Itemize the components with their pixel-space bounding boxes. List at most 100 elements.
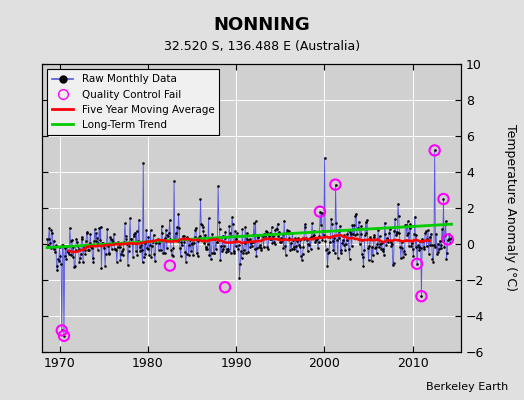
Point (234, 246, 242, 252)
Point (325, 239, 334, 245)
Point (62, 256, 70, 262)
Point (351, 231, 359, 238)
Point (223, 246, 232, 252)
Point (181, 249, 189, 255)
Point (326, 234, 335, 240)
Point (282, 230, 291, 236)
Point (204, 240, 212, 247)
Point (441, 232, 449, 238)
Point (328, 220, 336, 227)
Point (318, 210, 326, 216)
Point (50, 246, 59, 252)
Legend: Raw Monthly Data, Quality Control Fail, Five Year Moving Average, Long-Term Tren: Raw Monthly Data, Quality Control Fail, … (47, 69, 220, 135)
Point (269, 233, 277, 239)
Point (245, 236, 253, 243)
Point (363, 217, 372, 223)
Point (136, 248, 145, 254)
Point (253, 244, 261, 251)
Point (78, 236, 86, 242)
Point (154, 236, 162, 242)
Point (392, 228, 401, 235)
Point (254, 234, 263, 240)
Point (234, 242, 243, 248)
Point (287, 246, 296, 252)
Point (397, 255, 405, 262)
Point (67, 237, 75, 244)
Point (256, 242, 264, 249)
Point (417, 293, 425, 299)
Point (433, 240, 442, 247)
Point (406, 221, 414, 228)
Point (105, 250, 114, 256)
Point (287, 240, 295, 246)
Point (423, 236, 432, 243)
Point (252, 253, 260, 260)
Point (294, 235, 302, 242)
Point (443, 250, 451, 256)
Point (420, 244, 429, 251)
Point (245, 236, 254, 242)
Point (220, 242, 228, 249)
Point (320, 154, 329, 161)
Point (241, 240, 249, 246)
Point (51, 249, 59, 255)
Point (398, 244, 407, 251)
Point (221, 235, 229, 241)
Point (96, 237, 104, 244)
Point (43, 242, 52, 248)
Point (367, 236, 375, 242)
Point (422, 243, 431, 250)
Point (180, 239, 189, 245)
Point (183, 234, 191, 240)
Point (208, 231, 216, 237)
Point (243, 236, 252, 242)
Point (439, 238, 447, 244)
Point (119, 246, 128, 253)
Point (409, 246, 417, 252)
Point (49, 244, 57, 250)
Point (228, 220, 237, 227)
Point (190, 234, 199, 240)
Point (267, 236, 275, 243)
Point (413, 261, 421, 267)
Point (312, 236, 321, 243)
Point (230, 250, 238, 256)
Point (388, 241, 396, 247)
Point (371, 245, 379, 251)
Point (191, 226, 200, 233)
Point (71, 263, 79, 269)
Point (356, 230, 365, 237)
Point (418, 236, 427, 242)
Point (56, 244, 64, 250)
Point (270, 241, 279, 247)
Point (302, 235, 310, 241)
Point (151, 240, 160, 247)
Point (93, 246, 102, 253)
Text: NONNING: NONNING (214, 16, 310, 34)
Point (193, 250, 201, 256)
Point (261, 233, 269, 239)
Point (209, 236, 217, 242)
Point (142, 227, 150, 234)
Point (414, 244, 423, 250)
Point (447, 236, 456, 242)
Point (58, 327, 66, 334)
Point (144, 234, 152, 240)
Point (243, 230, 251, 236)
Point (108, 237, 117, 244)
Point (305, 235, 314, 242)
Point (198, 222, 206, 228)
Point (170, 178, 178, 184)
Point (235, 274, 244, 281)
Point (375, 233, 384, 239)
Point (415, 247, 423, 253)
Point (342, 241, 350, 248)
Point (265, 232, 273, 239)
Point (307, 246, 315, 252)
Point (74, 242, 82, 249)
Point (437, 242, 445, 248)
Point (247, 240, 255, 246)
Point (208, 249, 216, 256)
Point (159, 250, 167, 256)
Point (385, 230, 394, 236)
